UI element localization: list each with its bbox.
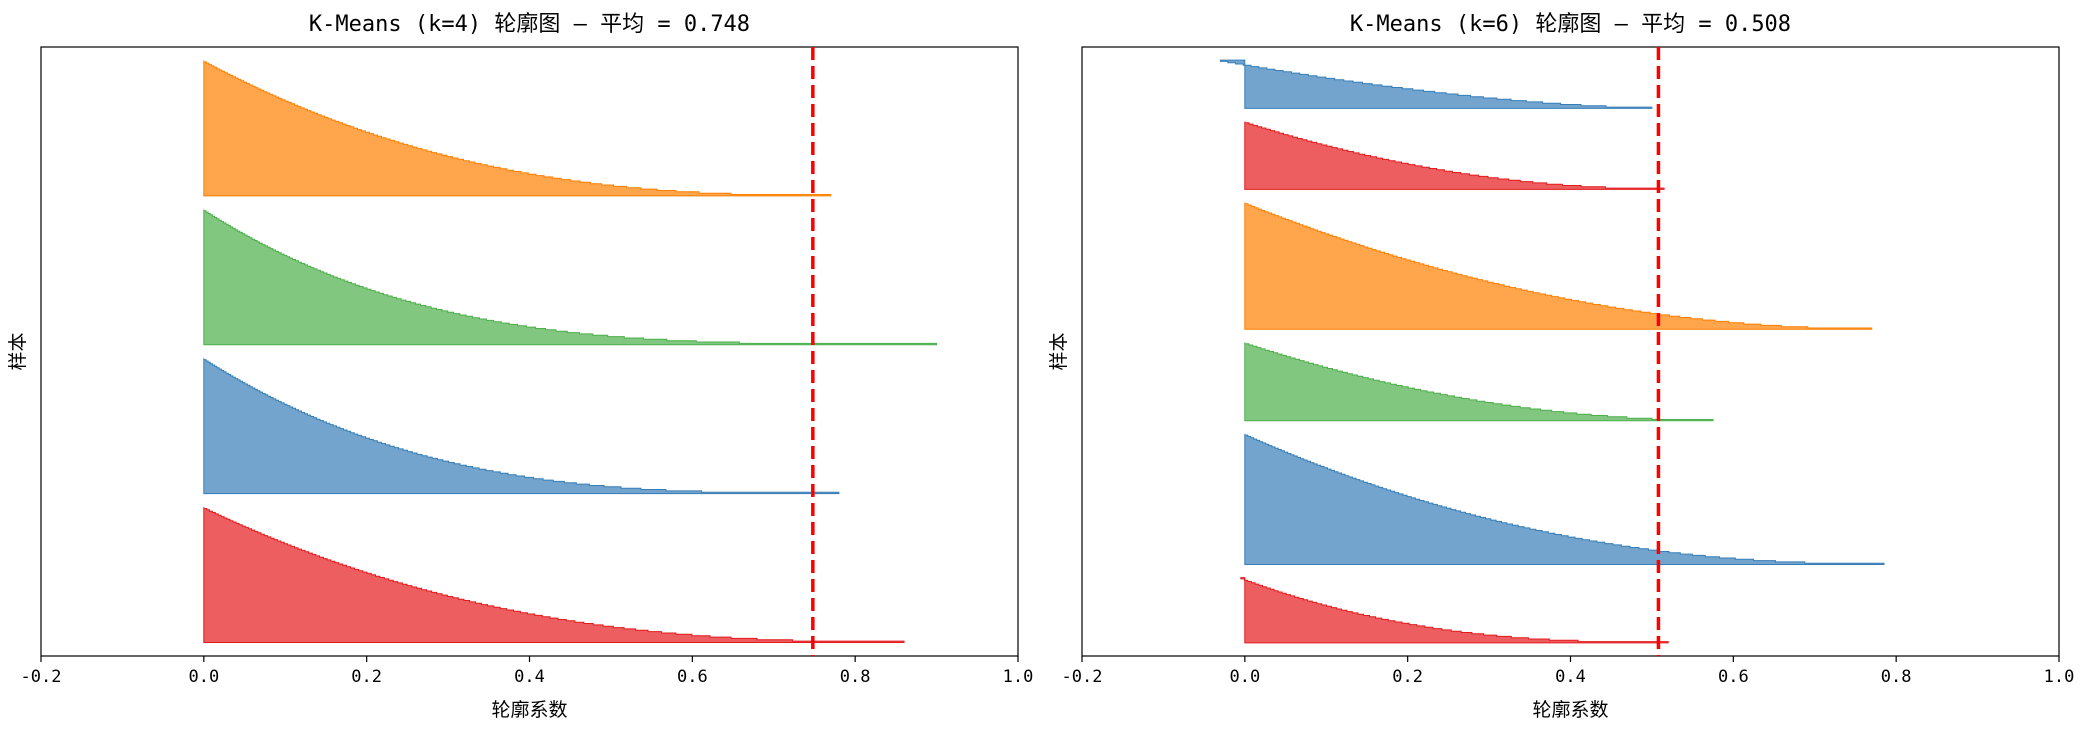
x-axis-label: 轮廓系数 [491,699,567,721]
cluster-5-silhouette [1219,59,1653,109]
x-tick-label: 0.4 [514,667,545,687]
cluster-2-silhouette [203,209,938,346]
x-tick-label: 0.0 [188,667,219,687]
cluster-0-silhouette [1240,577,1669,644]
plot-frame [40,46,1019,657]
k6-silhouette-panel: -0.2 0.0 0.2 0.4 0.6 0.8 1.0 K-Means (k=6) 轮廓图 … [1048,12,2074,721]
chart-title: K-Means (k=6) 轮廓图 — 平均 = 0.508 [1350,12,1791,37]
cluster-1-silhouette [1244,433,1885,565]
cluster-0-silhouette [203,507,905,643]
y-axis-label: 样本 [1048,332,1070,370]
x-tick-label: 0.6 [677,667,708,687]
cluster-3-silhouette [1244,202,1873,330]
x-tick-label: -0.2 [21,667,62,687]
cluster-4-silhouette [1244,121,1665,190]
x-axis-label: 轮廓系数 [1532,699,1608,721]
cluster-2-silhouette [1244,342,1714,422]
x-tick-label: -0.2 [1062,667,1103,687]
x-tick-label: 0.6 [1718,667,1749,687]
chart-title: K-Means (k=4) 轮廓图 — 平均 = 0.748 [309,12,750,37]
y-axis-label: 样本 [7,332,29,370]
cluster-1-silhouette [203,358,840,495]
x-tick-label: 1.0 [2044,667,2075,687]
x-tick-label: 0.2 [1392,667,1423,687]
x-tick-label: 0.0 [1229,667,1260,687]
k4-silhouette-panel: -0.2 0.0 0.2 0.4 0.6 0.8 1.0 K-Means (k=4) 轮廓图 … [7,12,1033,721]
cluster-3-silhouette [203,60,832,197]
x-tick-label: 0.4 [1555,667,1586,687]
x-tick-label: 0.2 [351,667,382,687]
x-tick-label: 0.8 [1881,667,1912,687]
x-tick-label: 0.8 [840,667,871,687]
x-tick-label: 1.0 [1003,667,1034,687]
